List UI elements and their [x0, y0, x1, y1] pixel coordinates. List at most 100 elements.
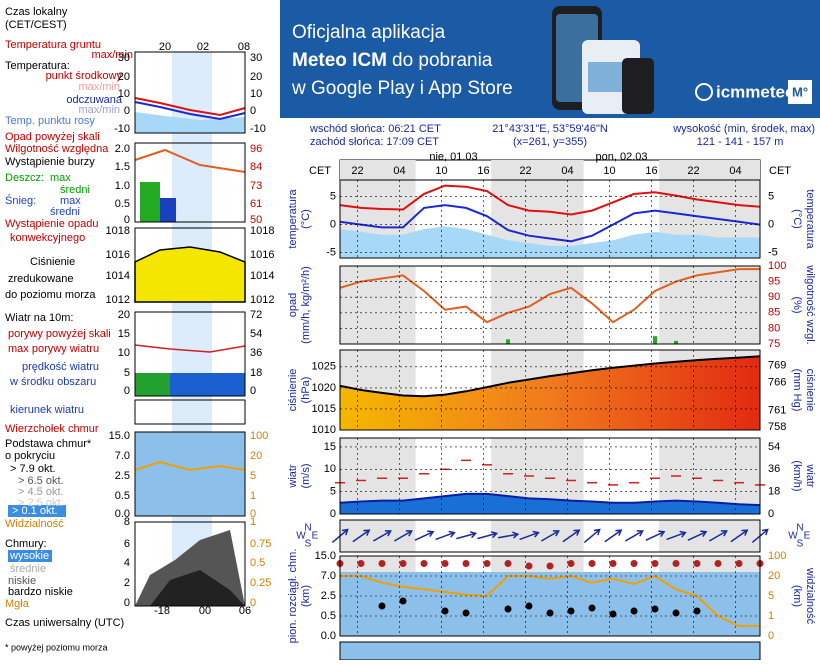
time-label: 16 — [645, 165, 657, 177]
y-tick-label: 15.0 — [315, 550, 336, 562]
panel-bg — [339, 641, 761, 661]
legend-tick: 0.25 — [250, 577, 271, 589]
arrow-head — [532, 530, 540, 538]
series-line — [339, 184, 761, 216]
dot — [735, 560, 743, 567]
legend-frame — [134, 431, 246, 517]
legend-label: max porywy wiatru — [8, 343, 99, 355]
wind-arrow — [645, 530, 666, 541]
y2-tick-label: 80 — [768, 322, 780, 334]
arrow-shaft — [687, 531, 707, 541]
night-shade — [340, 160, 416, 180]
bar — [506, 339, 510, 344]
dot — [546, 609, 554, 617]
legend-shape — [134, 344, 246, 353]
legend-label: > 2.5 okt. — [18, 497, 64, 509]
wind-arrow — [456, 531, 478, 540]
legend-tick: 0 — [124, 385, 130, 397]
legend-tick: 08 — [238, 41, 250, 53]
y-axis-title: (mm/h, kg/m²/h) — [300, 266, 312, 344]
arrow-shaft — [708, 530, 728, 542]
legend-label: średni — [50, 206, 80, 218]
legend-tick: 50 — [250, 214, 262, 226]
banner-bold: Meteo ICM — [292, 50, 387, 71]
legend-illustration — [8, 51, 246, 607]
legend-label: max/min — [78, 81, 120, 93]
panel-frame — [339, 179, 761, 259]
legend-tick: 1014 — [250, 270, 274, 282]
legend-tick: 0.5 — [115, 198, 130, 210]
y2-tick-label: 75 — [768, 338, 780, 350]
legend-shape — [134, 246, 246, 303]
legend-tick: 10 — [118, 88, 130, 100]
time-label: 04 — [393, 165, 405, 177]
dot — [630, 607, 638, 615]
dot — [630, 560, 638, 567]
legend-tick: 36 — [250, 347, 262, 359]
dot — [693, 607, 701, 615]
arrow-head — [552, 530, 560, 537]
dot — [525, 562, 533, 570]
legend-tick: 0 — [124, 105, 130, 117]
legend-tick: 5 — [250, 470, 256, 482]
legend-tick: -10 — [114, 123, 130, 135]
dot — [651, 605, 659, 613]
legend-frame — [134, 142, 246, 223]
y-axis-title: ciśnienie — [287, 369, 299, 412]
y-tick-label: 1020 — [312, 382, 336, 394]
dot — [441, 607, 449, 615]
arrow-head — [593, 528, 601, 536]
legend-tick: 1012 — [250, 294, 274, 306]
y-tick-label: 10 — [324, 463, 336, 475]
legend-shape — [134, 97, 246, 117]
banner-line3: w Google Play i App Store — [291, 78, 513, 99]
legend-tick: 30 — [250, 52, 262, 64]
time-label: 16 — [477, 165, 489, 177]
y2-tick-label: 769 — [768, 360, 786, 372]
y2-axis-title: ciśnienie — [804, 369, 816, 412]
legend-tick: 2.0 — [115, 143, 130, 155]
legend-tick: 1018 — [106, 225, 130, 237]
arrow-head — [405, 530, 413, 537]
arrow-head — [490, 531, 499, 539]
dot — [588, 604, 596, 612]
legend-label: wysokie — [9, 550, 49, 562]
legend-tick: 72 — [250, 309, 262, 321]
legend-tick: 06 — [239, 605, 251, 617]
y2-tick-label: 54 — [768, 441, 780, 453]
legend-label: Temp. punktu rosy — [5, 115, 95, 127]
y2-tick-label: 20 — [768, 570, 780, 582]
legend-frame — [134, 51, 246, 134]
dot — [399, 560, 407, 567]
wind-arrow — [730, 529, 749, 543]
legend-label: Deszcz: — [5, 172, 44, 184]
arrow-head — [720, 530, 728, 537]
arrow-shaft — [519, 531, 539, 541]
time-label: 22 — [351, 165, 363, 177]
arrow-head — [384, 530, 392, 537]
arrow-head — [469, 531, 478, 539]
sunset: zachód słońca: 17:09 CET — [310, 136, 439, 148]
arrow-shaft — [540, 530, 560, 542]
legend-tick: 0 — [250, 105, 256, 117]
legend-shape — [150, 570, 245, 606]
dot — [420, 560, 428, 567]
phone — [622, 58, 654, 114]
legend-box — [8, 550, 52, 562]
wind-arrow — [435, 530, 456, 541]
area-fill — [340, 356, 760, 430]
y-axis-title: (m/s) — [300, 463, 312, 488]
legend-tick: -18 — [154, 605, 170, 617]
legend-label: odczuwana — [66, 94, 123, 106]
night-shade — [659, 266, 760, 344]
legend-tick: 0 — [124, 597, 130, 609]
y-tick-label: 7.0 — [321, 570, 336, 582]
y2-tick-label: 1 — [768, 610, 774, 622]
bar — [674, 340, 678, 344]
legend-tick: 10 — [250, 88, 262, 100]
legend-label: max — [50, 172, 71, 184]
legend-label: Czas uniwersalny (UTC) — [5, 617, 124, 629]
y2-axis-title: wilgotność wzgl. — [804, 264, 816, 344]
legend-label: > 7.9 okt. — [10, 463, 56, 475]
legend-tick: 2.5 — [115, 470, 130, 482]
